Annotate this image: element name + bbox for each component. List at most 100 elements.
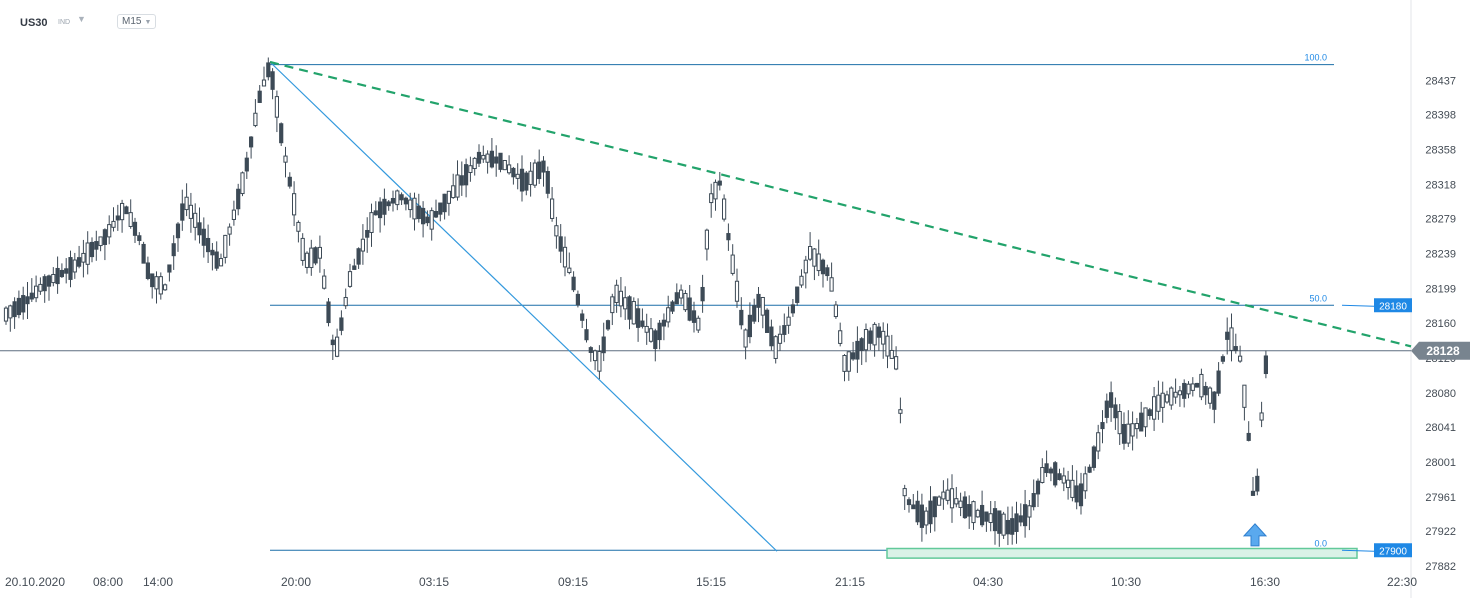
candle-body	[1160, 392, 1165, 408]
candle-body	[464, 164, 469, 186]
x-tick-label: 15:15	[696, 575, 726, 589]
candle-body	[382, 198, 387, 215]
candle-body	[541, 160, 546, 173]
candle-body	[369, 212, 374, 233]
candle-body	[1134, 423, 1140, 430]
current-price-text: 28128	[1426, 344, 1460, 358]
candle-body	[29, 292, 34, 300]
candle-body	[1023, 504, 1028, 527]
candle-body	[894, 356, 899, 370]
candle-body	[919, 504, 924, 528]
candle-body	[593, 350, 598, 362]
candle-body	[115, 215, 120, 221]
x-tick-label: 10:30	[1111, 575, 1141, 589]
candle-body	[571, 276, 576, 291]
candle-body	[330, 339, 335, 346]
candle-body	[201, 228, 206, 246]
candle-body	[1057, 473, 1062, 481]
candle-body	[339, 317, 344, 331]
candle-body	[68, 257, 73, 280]
candle-body	[1169, 387, 1174, 406]
candle-body	[739, 309, 744, 326]
candle-body	[610, 296, 615, 314]
candle-body	[1212, 391, 1217, 410]
candle-body	[468, 165, 473, 173]
candle-body	[322, 275, 327, 289]
candle-body	[1018, 515, 1023, 523]
candle-body	[214, 251, 219, 269]
candle-body	[399, 194, 404, 201]
candle-body	[932, 496, 937, 518]
candle-body	[773, 336, 778, 359]
candle-body	[1255, 475, 1260, 492]
candle-body	[1109, 392, 1114, 408]
candle-body	[580, 313, 585, 321]
candle-body	[1066, 479, 1071, 489]
candle-body	[94, 241, 99, 250]
candle-body	[769, 326, 774, 347]
candle-body	[459, 175, 464, 186]
candle-body	[1001, 513, 1006, 536]
candle-body	[3, 307, 9, 322]
price-label-box	[1374, 543, 1412, 558]
caret-down-icon[interactable]: ▼	[77, 14, 86, 24]
candle-body	[881, 330, 886, 345]
candle-body	[808, 246, 813, 260]
candle-body	[476, 151, 482, 164]
candle-body	[691, 310, 697, 323]
candle-body	[777, 333, 783, 344]
candle-body	[154, 276, 159, 290]
candle-body	[786, 316, 791, 326]
support-zone[interactable]	[886, 547, 1358, 559]
price-label-box	[1374, 298, 1412, 313]
candle-body	[279, 123, 284, 144]
y-tick-label: 28160	[1425, 318, 1456, 330]
candle-body	[1117, 411, 1122, 435]
candle-body	[1238, 355, 1243, 362]
candle-body	[605, 320, 611, 330]
timeframe-selector[interactable]: M15 ▼	[117, 14, 157, 29]
candle-body	[167, 264, 172, 273]
candle-body	[111, 220, 116, 228]
candle-body	[481, 154, 486, 160]
candle-body	[833, 304, 838, 318]
x-tick-label: 03:15	[419, 575, 449, 589]
candle-body	[1121, 423, 1127, 444]
candle-body	[584, 329, 589, 341]
candle-body	[1207, 387, 1213, 404]
y-tick-label: 28041	[1425, 422, 1456, 434]
candle-body	[1203, 386, 1208, 396]
candle-body	[863, 329, 869, 351]
candle-body	[360, 238, 365, 252]
candle-body	[1104, 400, 1109, 418]
candle-body	[859, 338, 864, 351]
candle-body	[193, 212, 198, 228]
candle-body	[472, 157, 477, 170]
candle-body	[442, 193, 447, 213]
x-tick-label: 04:30	[973, 575, 1003, 589]
candle-body	[1173, 391, 1178, 398]
candle-body	[1250, 490, 1256, 496]
candle-body	[575, 293, 580, 306]
candle-body	[1048, 468, 1054, 474]
candle-body	[150, 273, 155, 288]
candle-body	[1014, 513, 1019, 532]
candle-body	[756, 293, 761, 308]
candle-body	[438, 202, 443, 215]
candle-body	[72, 259, 77, 273]
candle-body	[313, 247, 318, 264]
candle-body	[666, 307, 671, 323]
candle-body	[270, 71, 275, 90]
candle-body	[446, 190, 451, 204]
candle-body	[803, 259, 808, 274]
trendline[interactable]	[269, 60, 1412, 348]
candle-body	[825, 267, 830, 277]
fan-line[interactable]	[269, 61, 778, 552]
symbol-label[interactable]: US30	[20, 17, 48, 29]
candle-body	[42, 276, 47, 292]
candle-body	[455, 174, 460, 198]
candle-body	[924, 510, 929, 526]
candle-body	[1147, 409, 1152, 417]
candle-body	[180, 203, 185, 221]
